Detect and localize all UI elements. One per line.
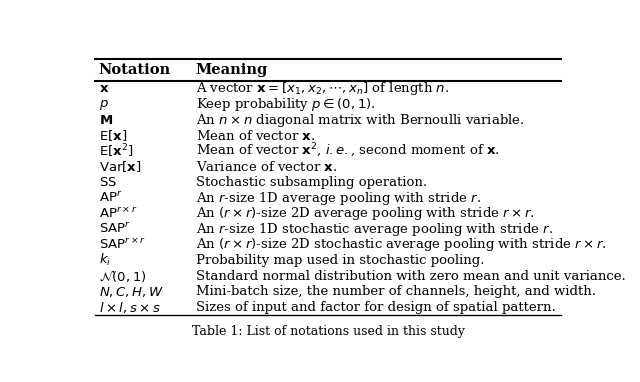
Text: $\mathrm{AP}^r$: $\mathrm{AP}^r$ bbox=[99, 191, 122, 205]
Text: $\mathrm{Var}[\mathbf{x}]$: $\mathrm{Var}[\mathbf{x}]$ bbox=[99, 159, 141, 174]
Text: $\mathrm{SAP}^{r\times r}$: $\mathrm{SAP}^{r\times r}$ bbox=[99, 238, 146, 252]
Text: $\mathrm{E}[\mathbf{x}^2]$: $\mathrm{E}[\mathbf{x}^2]$ bbox=[99, 142, 133, 160]
Text: $k_i$: $k_i$ bbox=[99, 253, 111, 269]
Text: $\mathrm{SS}$: $\mathrm{SS}$ bbox=[99, 176, 117, 189]
Text: $l\times l, s\times s$: $l\times l, s\times s$ bbox=[99, 300, 161, 315]
Text: Sizes of input and factor for design of spatial pattern.: Sizes of input and factor for design of … bbox=[196, 301, 556, 314]
Text: $\mathbf{x}$: $\mathbf{x}$ bbox=[99, 83, 109, 96]
Text: $p$: $p$ bbox=[99, 97, 109, 112]
Text: Table 1: List of notations used in this study: Table 1: List of notations used in this … bbox=[191, 325, 465, 338]
Text: $\mathbf{M}$: $\mathbf{M}$ bbox=[99, 113, 113, 126]
Text: Meaning: Meaning bbox=[196, 63, 268, 77]
Text: $\mathrm{SAP}^r$: $\mathrm{SAP}^r$ bbox=[99, 222, 131, 236]
Text: $\mathcal{N}(0,1)$: $\mathcal{N}(0,1)$ bbox=[99, 268, 147, 284]
Text: Keep probability $p \in (0, 1)$.: Keep probability $p \in (0, 1)$. bbox=[196, 96, 375, 113]
Text: An $(r \times r)$-size 2D stochastic average pooling with stride $r \times r$.: An $(r \times r)$-size 2D stochastic ave… bbox=[196, 236, 606, 253]
Text: An $(r \times r)$-size 2D average pooling with stride $r \times r$.: An $(r \times r)$-size 2D average poolin… bbox=[196, 205, 534, 222]
Text: An $r$-size 1D average pooling with stride $r$.: An $r$-size 1D average pooling with stri… bbox=[196, 189, 481, 207]
Text: Mini-batch size, the number of channels, height, and width.: Mini-batch size, the number of channels,… bbox=[196, 285, 596, 298]
Text: $\mathrm{E}[\mathbf{x}]$: $\mathrm{E}[\mathbf{x}]$ bbox=[99, 128, 127, 143]
Text: Mean of vector $\mathbf{x}^2$, $i.e.$, second moment of $\mathbf{x}$.: Mean of vector $\mathbf{x}^2$, $i.e.$, s… bbox=[196, 142, 499, 160]
Text: $\mathrm{AP}^{r\times r}$: $\mathrm{AP}^{r\times r}$ bbox=[99, 206, 138, 221]
Text: Stochastic subsampling operation.: Stochastic subsampling operation. bbox=[196, 176, 427, 189]
Text: Mean of vector $\mathbf{x}$.: Mean of vector $\mathbf{x}$. bbox=[196, 129, 315, 143]
Text: An $r$-size 1D stochastic average pooling with stride $r$.: An $r$-size 1D stochastic average poolin… bbox=[196, 221, 552, 238]
Text: $N, C, H, W$: $N, C, H, W$ bbox=[99, 285, 164, 299]
Text: Probability map used in stochastic pooling.: Probability map used in stochastic pooli… bbox=[196, 254, 484, 267]
Text: A vector $\mathbf{x} = [x_1, x_2, \cdots, x_n]$ of length $n$.: A vector $\mathbf{x} = [x_1, x_2, \cdots… bbox=[196, 81, 449, 97]
Text: Variance of vector $\mathbf{x}$.: Variance of vector $\mathbf{x}$. bbox=[196, 160, 337, 174]
Text: An $n \times n$ diagonal matrix with Bernoulli variable.: An $n \times n$ diagonal matrix with Ber… bbox=[196, 112, 524, 129]
Text: Notation: Notation bbox=[99, 63, 171, 77]
Text: Standard normal distribution with zero mean and unit variance.: Standard normal distribution with zero m… bbox=[196, 270, 625, 283]
